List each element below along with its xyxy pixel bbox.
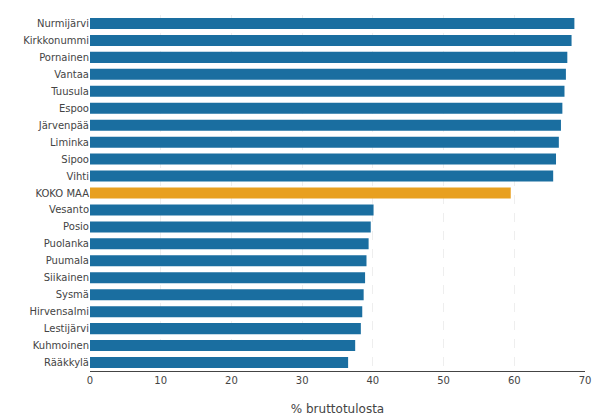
svg-text:Sipoo: Sipoo [61,154,89,165]
svg-text:Vesanto: Vesanto [49,204,89,215]
svg-text:Puolanka: Puolanka [44,238,89,249]
svg-text:60: 60 [508,375,521,386]
svg-text:Puumala: Puumala [46,255,89,266]
svg-text:70: 70 [579,375,592,386]
svg-text:Vihti: Vihti [67,171,89,182]
svg-text:Nurmijärvi: Nurmijärvi [37,18,89,29]
svg-text:50: 50 [437,375,450,386]
svg-text:Pornainen: Pornainen [39,52,89,63]
svg-text:Tuusula: Tuusula [50,86,89,97]
svg-text:Rääkkylä: Rääkkylä [44,357,89,368]
svg-text:% bruttotulosta: % bruttotulosta [291,402,384,416]
svg-text:Lestijärvi: Lestijärvi [44,323,89,334]
svg-text:Vantaa: Vantaa [54,69,89,80]
svg-text:Kirkkonummi: Kirkkonummi [23,35,89,46]
svg-text:Järvenpää: Järvenpää [38,120,89,131]
svg-text:0: 0 [87,375,93,386]
svg-text:KOKO MAA: KOKO MAA [35,188,89,199]
svg-text:20: 20 [225,375,238,386]
svg-text:Kuhmoinen: Kuhmoinen [33,340,89,351]
svg-text:40: 40 [366,375,379,386]
svg-text:Espoo: Espoo [59,103,89,114]
svg-text:30: 30 [296,375,309,386]
svg-text:Liminka: Liminka [50,137,89,148]
svg-text:Sysmä: Sysmä [56,289,89,300]
svg-text:Posio: Posio [63,221,89,232]
svg-text:Hirvensalmi: Hirvensalmi [30,306,89,317]
svg-text:10: 10 [154,375,167,386]
svg-text:Siikainen: Siikainen [44,272,89,283]
